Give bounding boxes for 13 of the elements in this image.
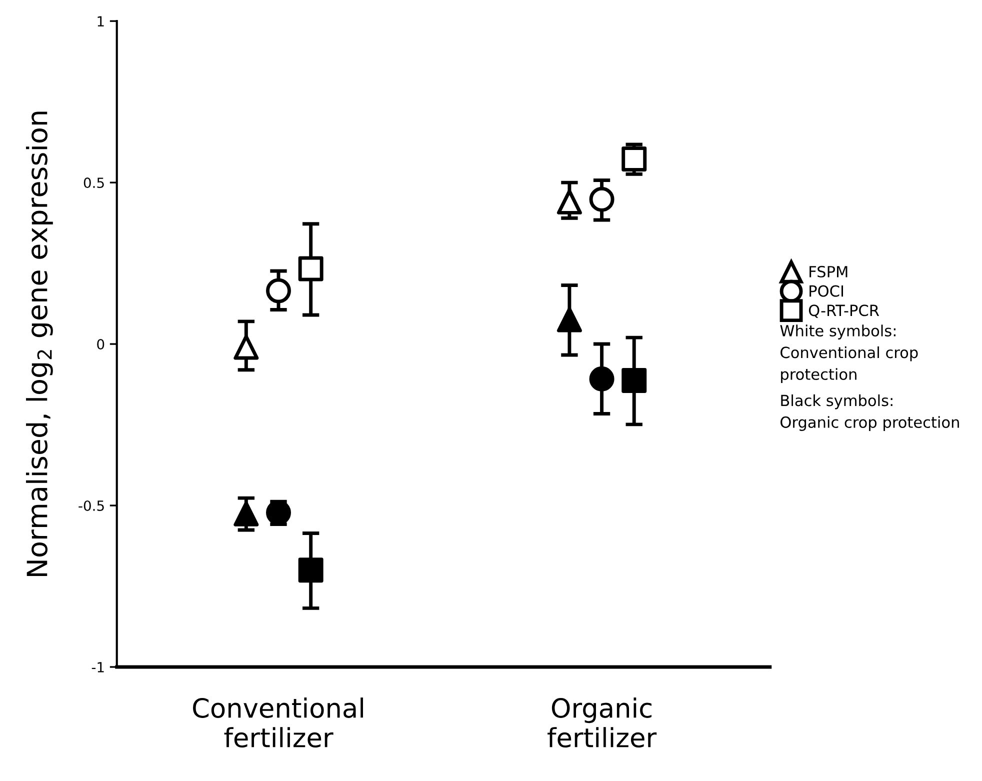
y-axis-title: Normalised, log$_{2}$ gene expression — [26, 112, 53, 576]
y-tick-label: -1 — [92, 662, 104, 672]
text: White symbols: Conventional crop protection — [780, 324, 918, 383]
legend-label: FSPM — [810, 266, 848, 278]
y-tick-label: 0.5 — [84, 178, 104, 188]
legend-label: POCI — [810, 285, 843, 297]
y-tick-label: 0 — [97, 339, 104, 350]
legend-label: Q-RT-PCR — [808, 304, 880, 318]
y-tick-label: 1 — [98, 16, 104, 26]
text: Black symbols: Organic crop protection — [780, 394, 959, 431]
x-tick-label: Organic fertilizer — [548, 698, 657, 748]
y-tick-label: -0.5 — [78, 500, 104, 511]
x-tick-label: Conventional fertilizer — [193, 698, 363, 748]
